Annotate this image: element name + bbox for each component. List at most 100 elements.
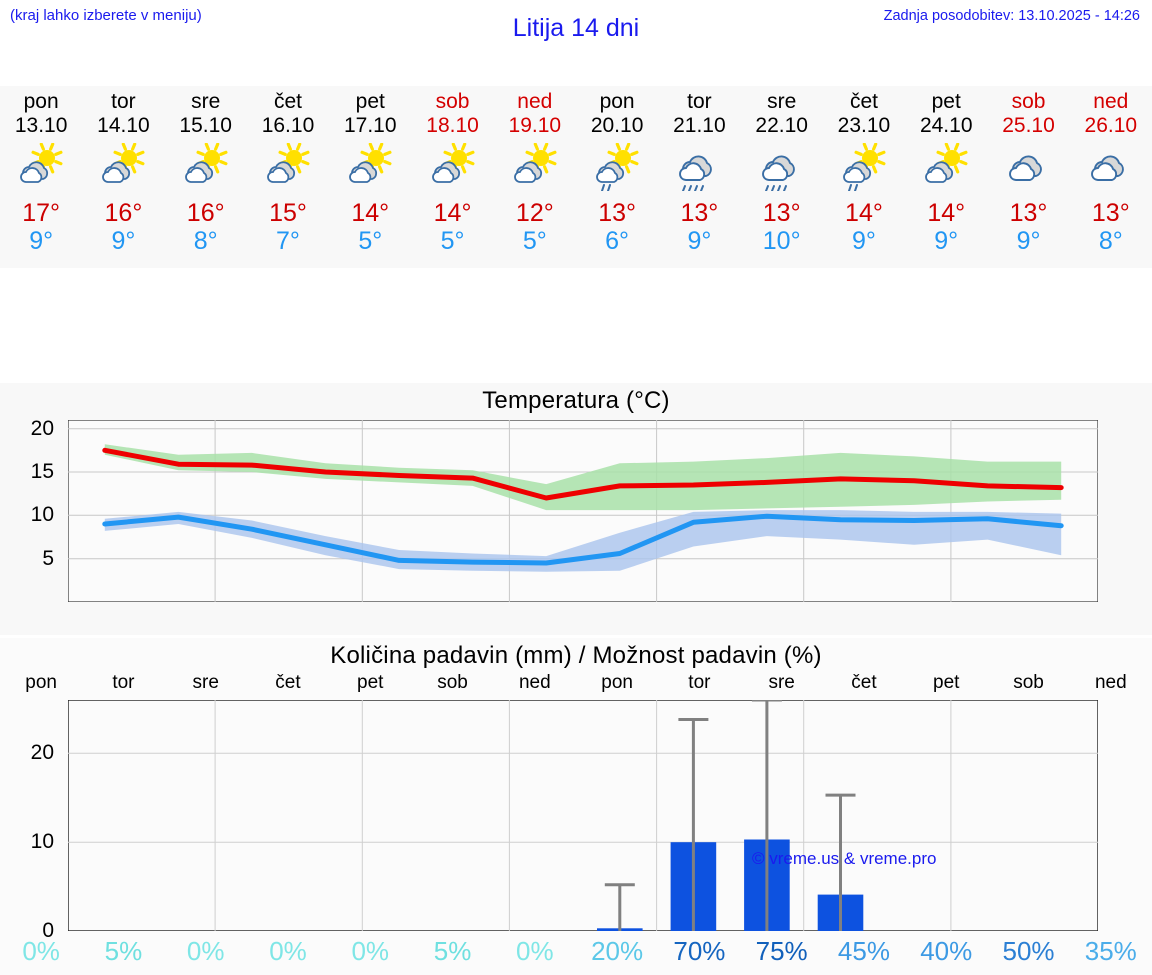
day-date: 16.10	[261, 114, 315, 137]
precipitation-chart-title: Količina padavin (mm) / Možnost padavin …	[330, 642, 822, 669]
temp-max: 14°	[351, 199, 390, 227]
precip-probability: 0%	[351, 936, 390, 966]
day-date: 15.10	[179, 114, 232, 137]
day-of-week: pet	[355, 90, 385, 113]
precipitation-probability-row: 0% 5% 0% 0% 0% 5% 0% 20% 70% 75% 45% 40% 50% 35%	[0, 936, 1152, 967]
temperature-chart-title: Temperatura (°C)	[482, 387, 670, 414]
precip-probability: 0%	[269, 936, 307, 966]
day-column[interactable]: pon 20.10 13° 6°	[576, 86, 658, 268]
day-of-week: sre	[767, 90, 797, 113]
day-date: 21.10	[673, 114, 726, 137]
temp-max: 14°	[845, 199, 883, 227]
precip-probability: 0%	[516, 936, 554, 966]
day-column[interactable]: čet 23.10 14° 9°	[823, 86, 905, 268]
temp-min: 7°	[276, 227, 300, 255]
temp-max: 17°	[22, 199, 61, 227]
day-date: 19.10	[508, 114, 562, 137]
day-date: 17.10	[343, 114, 397, 137]
day-date: 23.10	[837, 114, 891, 137]
precip-probability: 70%	[673, 936, 726, 966]
day-of-week: pon	[599, 90, 635, 113]
day-column[interactable]: sre 15.10 16° 8°	[165, 86, 247, 268]
day-of-week: sob	[435, 90, 470, 113]
day-of-week: pet	[931, 90, 961, 113]
day-of-week: čet	[273, 90, 302, 113]
precip-probability: 5%	[104, 936, 143, 966]
temp-min: 8°	[1098, 227, 1123, 255]
sun-behind-cloud-icon	[15, 141, 67, 193]
sun-behind-cloud-light-rain-icon	[591, 141, 643, 193]
day-column[interactable]: pon 13.10 17° 9°	[0, 86, 82, 268]
temp-max: 12°	[515, 199, 554, 227]
temp-max: 16°	[104, 199, 143, 227]
precip-probability: 0%	[22, 936, 60, 966]
temp-max: 15°	[269, 199, 307, 227]
temp-max: 13°	[598, 199, 637, 227]
day-of-week: čet	[849, 90, 878, 113]
cloud-icon	[1085, 141, 1137, 193]
y-tick-label: 0	[42, 919, 54, 942]
day-column[interactable]: pet 17.10 14° 5°	[329, 86, 411, 268]
copyright-watermark: © vreme.us & vreme.pro	[752, 849, 937, 868]
day-column[interactable]: ned 19.10 12° 5°	[494, 86, 576, 268]
cloud-rain-icon	[756, 141, 808, 193]
precip-day-label: sre	[768, 672, 795, 693]
precipitation-y-axis: 20 10 0	[0, 693, 60, 942]
precip-day-label: čet	[275, 672, 301, 693]
temp-min: 9°	[29, 227, 54, 255]
sun-behind-cloud-light-rain-icon	[838, 141, 890, 193]
day-column[interactable]: sob 18.10 14° 5°	[411, 86, 493, 268]
precip-day-label: pet	[933, 672, 960, 693]
day-of-week: ned	[517, 90, 553, 113]
temp-min: 9°	[852, 227, 876, 255]
precip-probability: 0%	[186, 936, 225, 966]
day-column[interactable]: tor 14.10 16° 9°	[82, 86, 164, 268]
temp-min: 6°	[605, 227, 630, 255]
day-column[interactable]: tor 21.10 13° 9°	[658, 86, 740, 268]
day-column[interactable]: čet 16.10 15° 7°	[247, 86, 329, 268]
day-column[interactable]: pet 24.10 14° 9°	[905, 86, 987, 268]
last-update: Zadnja posodobitev: 13.10.2025 - 14:26	[883, 8, 1140, 24]
temp-max: 16°	[186, 199, 225, 227]
day-of-week: sob	[1011, 90, 1046, 113]
temp-min: 5°	[440, 227, 465, 255]
menu-hint: (kraj lahko izberete v meniju)	[10, 7, 202, 24]
sun-behind-cloud-icon	[344, 141, 396, 193]
day-date: 25.10	[1002, 114, 1055, 137]
temp-max: 13°	[762, 199, 801, 227]
temperature-plot	[67, 419, 1099, 603]
page-title: Litija 14 dni	[512, 14, 640, 42]
day-date: 13.10	[14, 114, 68, 137]
day-date: 24.10	[919, 114, 973, 137]
y-tick-label: 5	[42, 546, 54, 570]
sun-behind-cloud-icon	[97, 141, 149, 193]
temperature-chart-section: Temperatura (°C) 20 15 10 5 © vreme.us & vr…	[0, 383, 1152, 868]
precip-day-label: sre	[192, 672, 219, 693]
day-of-week: tor	[687, 90, 712, 113]
precip-probability: 5%	[433, 936, 472, 966]
precip-day-label: tor	[112, 672, 135, 693]
temp-min: 9°	[111, 227, 136, 255]
page-header: (kraj lahko izberete v meniju) Litija 14…	[0, 0, 1152, 44]
temp-max: 14°	[433, 199, 472, 227]
precip-day-label: ned	[518, 672, 551, 693]
day-column[interactable]: sob 25.10 13° 9°	[987, 86, 1069, 268]
precip-day-label: čet	[851, 672, 877, 693]
temp-max: 13°	[680, 199, 719, 227]
precip-probability: 45%	[837, 936, 890, 966]
sun-behind-cloud-icon	[262, 141, 314, 193]
cloud-rain-icon	[673, 141, 725, 193]
day-column[interactable]: sre 22.10 13° 10°	[741, 86, 823, 268]
y-tick-label: 20	[30, 741, 54, 765]
day-column[interactable]: ned 26.10 13° 8°	[1070, 86, 1152, 268]
temperature-y-axis: 20 15 10 5	[0, 413, 60, 613]
day-date: 14.10	[97, 114, 150, 137]
temp-min: 5°	[522, 227, 547, 255]
cloud-icon	[1003, 141, 1055, 193]
precip-probability: 35%	[1084, 936, 1137, 966]
sun-behind-cloud-icon	[180, 141, 232, 193]
precip-day-label: ned	[1094, 672, 1127, 693]
sun-behind-cloud-icon	[920, 141, 972, 193]
y-tick-label: 20	[30, 416, 54, 440]
day-date: 26.10	[1084, 114, 1138, 137]
